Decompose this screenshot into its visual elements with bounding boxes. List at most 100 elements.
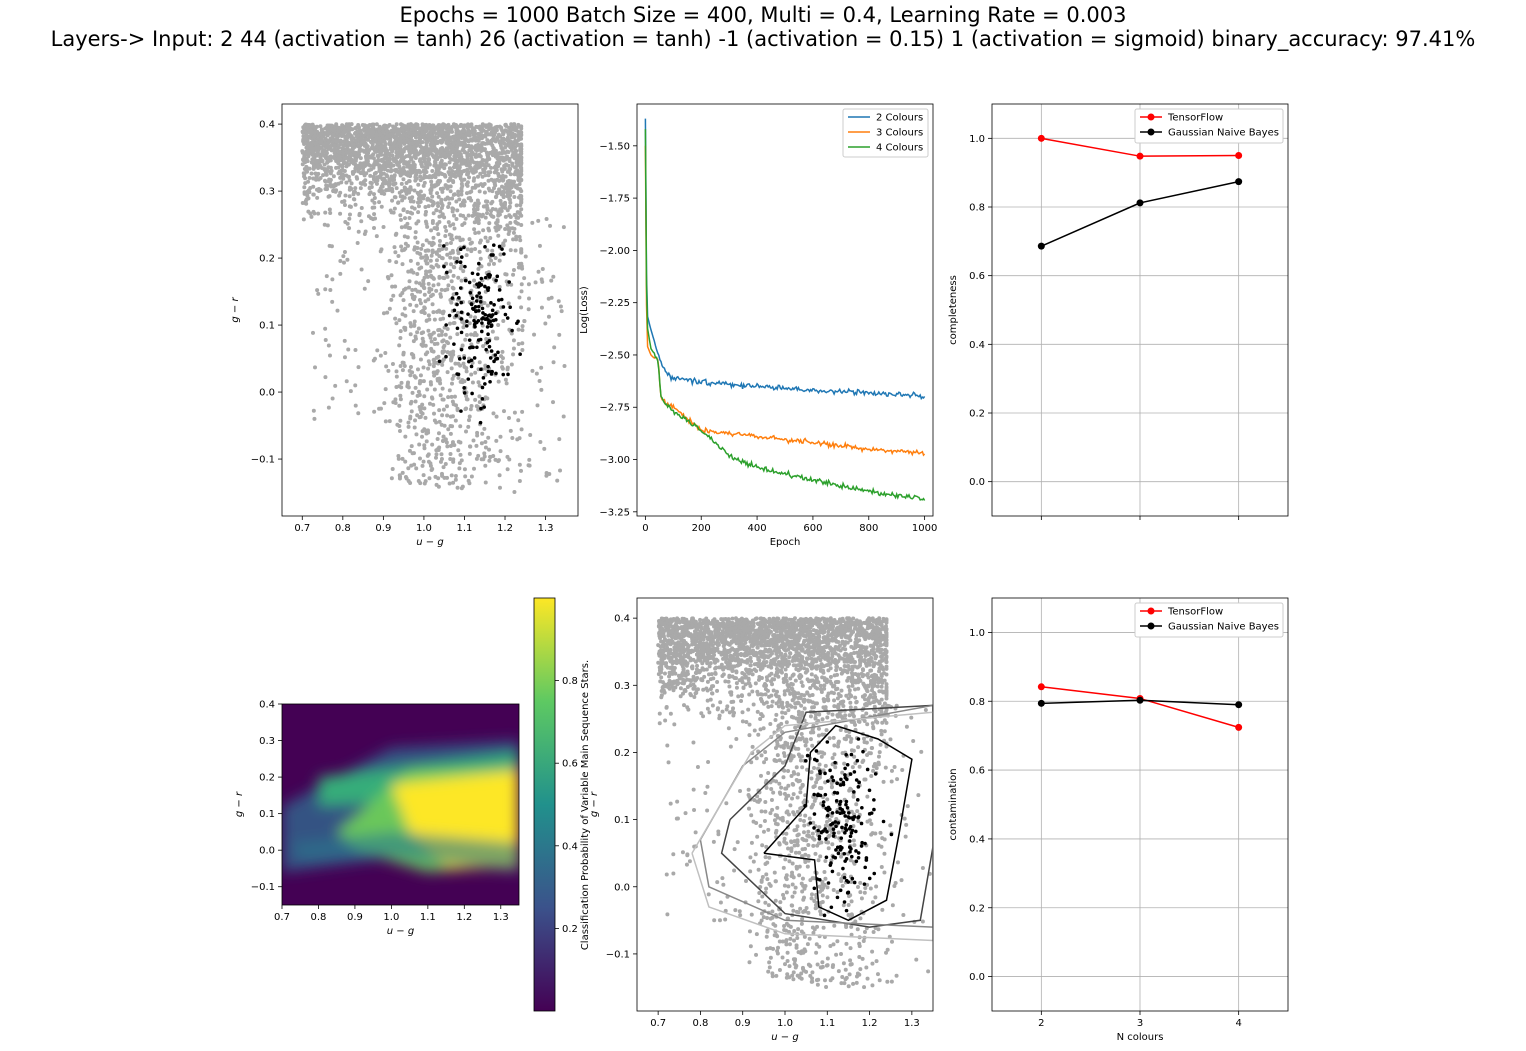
background-star-point [508,214,513,219]
background-star-point [412,144,417,149]
background-star-point [394,136,399,141]
background-star-point [877,750,882,755]
background-star-point [327,155,332,160]
background-star-point [310,130,315,135]
background-star-point [402,216,407,221]
background-star-point [411,353,416,358]
background-star-point [447,481,452,486]
background-star-point [474,124,479,129]
background-star-point [374,122,379,127]
background-star-point [425,255,430,260]
y-tick-label: −1.50 [599,141,630,152]
background-star-point [325,223,330,228]
background-star-point [353,166,358,171]
background-star-point [387,140,392,145]
y-tick-label: −2.25 [599,298,630,309]
background-star-point [479,441,484,446]
background-star-point [394,369,399,374]
background-star-point [539,277,544,282]
background-star-point [470,126,475,131]
background-star-point [423,219,428,224]
y-tick-label: 0.1 [259,321,275,332]
background-star-point [820,717,825,722]
variable-star-point [454,291,459,296]
background-star-point [353,202,358,207]
background-star-point [453,152,458,157]
background-star-point [438,171,443,176]
background-star-point [460,222,465,227]
variable-star-point [494,311,498,316]
background-star-point [535,403,540,408]
background-star-point [468,444,473,449]
background-star-point [476,183,481,188]
background-star-point [682,703,687,708]
background-star-point [506,301,511,306]
background-star-point [477,400,482,405]
background-star-point [478,256,483,261]
background-star-point [382,401,387,406]
background-star-point [373,170,378,175]
background-star-point [424,439,429,444]
y-tick-label: 0.0 [614,882,630,893]
background-star-point [726,726,731,731]
background-star-point [487,262,492,267]
x-tick-label: 2 [1038,1018,1044,1029]
background-star-point [510,190,515,195]
background-star-point [418,170,423,175]
background-star-point [323,141,328,146]
background-star-point [519,207,524,212]
background-star-point [498,434,503,439]
background-star-point [323,337,328,342]
colorbar-tick-label: 0.2 [562,924,578,935]
background-star-point [459,203,464,208]
background-star-point [493,256,498,261]
background-star-point [367,148,372,153]
background-star-point [330,134,335,139]
background-star-point [450,424,455,429]
background-star-point [678,619,683,624]
background-star-point [506,231,511,236]
y-tick-label: 1.0 [969,628,985,639]
background-star-point [339,172,344,177]
background-star-point [446,395,451,400]
background-star-point [338,142,343,147]
background-star-point [467,321,472,326]
background-star-point [469,372,474,377]
background-star-point [451,373,456,378]
background-star-point [453,418,458,423]
background-star-point [483,124,488,129]
background-star-point [311,408,316,413]
background-star-point [429,287,434,292]
background-star-point [451,286,456,291]
background-star-point [511,346,516,351]
background-star-point [448,431,453,436]
background-star-point [368,173,373,178]
background-star-point [382,161,387,166]
background-star-point [428,380,433,385]
background-star-point [436,431,441,436]
background-star-point [322,222,327,227]
background-star-point [398,335,403,340]
series-marker [1235,152,1243,159]
background-star-point [799,680,804,685]
background-star-point [861,736,866,741]
y-tick-label: −0.1 [251,882,275,893]
background-star-point [519,132,524,137]
background-star-point [333,125,338,130]
background-star-point [427,476,432,481]
variable-star-point [459,330,464,335]
background-star-point [391,182,396,187]
background-star-point [518,238,523,243]
background-star-point [472,278,477,283]
background-star-point [518,147,523,152]
background-star-point [454,148,459,153]
y-tick-label: 0.3 [614,681,630,692]
background-star-point [828,675,833,680]
background-star-point [516,341,521,346]
x-axis-label: u − g [416,537,443,548]
background-star-point [494,414,499,419]
background-star-point [429,346,434,351]
background-star-point [551,360,556,365]
background-star-point [498,143,503,148]
variable-star-point [447,313,452,318]
